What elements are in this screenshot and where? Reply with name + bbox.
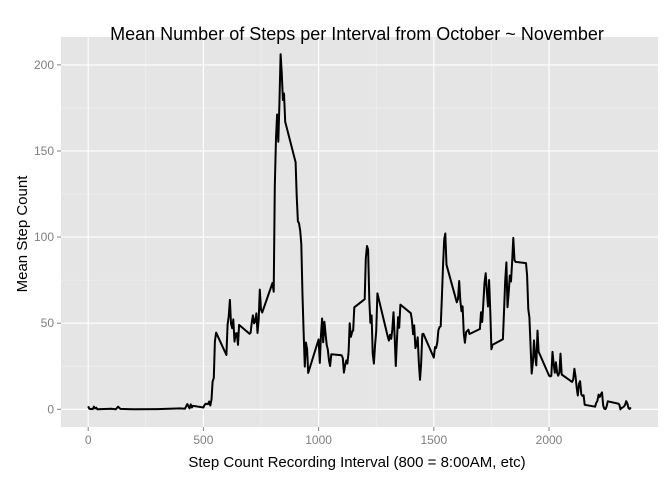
chart-title: Mean Number of Steps per Interval from O… [110, 24, 604, 44]
plot-panel [61, 37, 658, 427]
x-tick-label: 2000 [536, 433, 563, 447]
x-axis-title: Step Count Recording Interval (800 = 8:0… [188, 454, 525, 471]
x-axis-ticks: 0 500 1000 1500 2000 [85, 427, 563, 447]
y-tick-label: 100 [34, 230, 54, 244]
minor-gridlines [61, 37, 658, 427]
y-axis-ticks: 0 50 100 150 200 [34, 58, 61, 416]
x-tick-label: 500 [193, 433, 213, 447]
x-tick-label: 1500 [420, 433, 447, 447]
x-tick-label: 1000 [305, 433, 332, 447]
y-axis-title: Mean Step Count [14, 175, 31, 293]
y-tick-label: 150 [34, 144, 54, 158]
y-tick-label: 50 [41, 316, 55, 330]
x-tick-label: 0 [85, 433, 92, 447]
y-tick-label: 200 [34, 58, 54, 72]
y-tick-label: 0 [47, 402, 54, 416]
series-line [87, 53, 632, 411]
